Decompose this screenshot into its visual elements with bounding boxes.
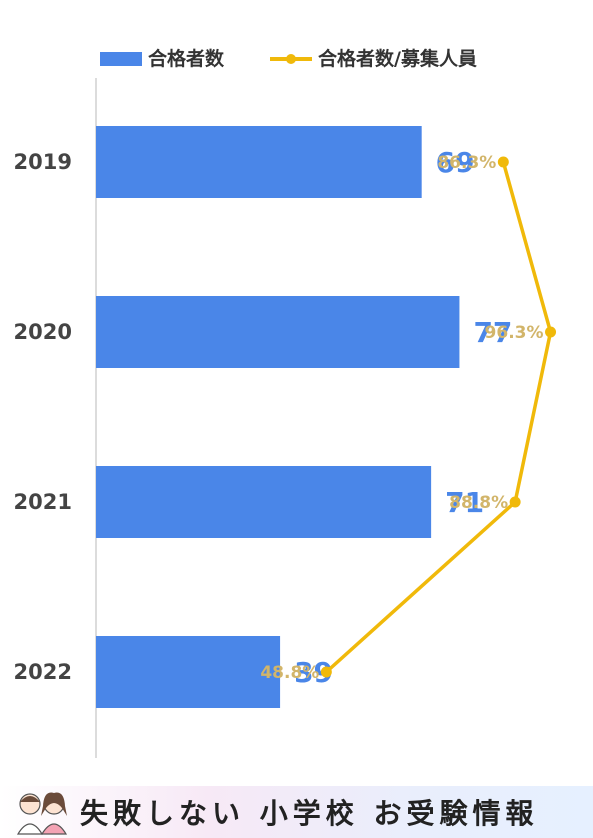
legend-line-label: 合格者数/募集人員 [318, 47, 477, 70]
bar-2022 [96, 636, 281, 708]
bar-value-label-2019: 69 [436, 146, 475, 179]
category-label-2021: 2021 [14, 490, 72, 514]
ratio-line [325, 161, 553, 674]
legend: 合格者数 合格者数/募集人員 [100, 47, 477, 70]
ratio-line-group: 86.3% 96.3% 88.8% 48.8% [260, 153, 557, 683]
ratio-point-2021 [509, 496, 521, 508]
category-label-2022: 2022 [14, 660, 72, 684]
legend-line-marker [286, 54, 296, 64]
ratio-label-2020: 96.3% [485, 323, 544, 343]
category-label-2019: 2019 [14, 150, 72, 174]
bars-group [96, 126, 460, 708]
bar-value-label-2020: 77 [473, 316, 512, 349]
bar-2020 [96, 296, 460, 368]
ratio-label-2022: 48.8% [260, 663, 319, 683]
legend-bar-label: 合格者数 [148, 47, 225, 70]
legend-bar-swatch [100, 52, 142, 66]
ratio-point-2020 [545, 326, 557, 338]
bar-2019 [96, 126, 422, 198]
category-labels: 2019 2020 2021 2022 [14, 150, 72, 684]
category-label-2020: 2020 [14, 320, 72, 344]
bar-2021 [96, 466, 432, 538]
ratio-point-2022 [320, 666, 332, 678]
footer-banner: 失敗しない 小学校 お受験情報 [0, 786, 593, 838]
bar-value-label-2021: 71 [445, 486, 484, 519]
ratio-point-2019 [497, 156, 509, 168]
banner-title: 失敗しない 小学校 お受験情報 [80, 797, 539, 830]
ratio-label-2021: 88.8% [449, 493, 508, 513]
ratio-label-2019: 86.3% [437, 153, 496, 173]
children-illustration-icon [16, 792, 68, 835]
